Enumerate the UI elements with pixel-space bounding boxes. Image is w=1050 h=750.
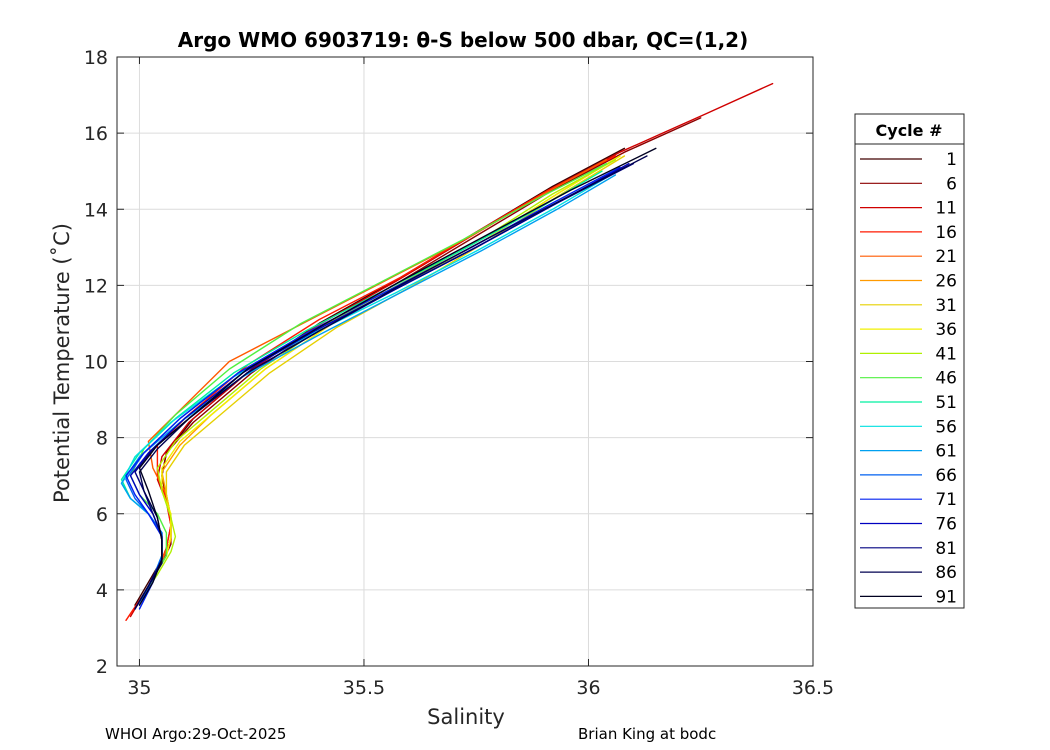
series-line-cycle-21 — [138, 159, 608, 602]
legend-label-51: 51 — [935, 393, 957, 413]
y-tick-label: 4 — [96, 580, 108, 602]
x-tick-label: 35.5 — [343, 677, 385, 699]
y-tick-label: 14 — [84, 199, 108, 221]
y-tick-label: 16 — [84, 123, 108, 145]
legend-label-81: 81 — [935, 539, 957, 559]
x-axis-label: Salinity — [427, 705, 505, 729]
legend-label-71: 71 — [935, 490, 957, 510]
y-tick-label: 18 — [84, 47, 108, 69]
y-tick-label: 12 — [84, 275, 108, 297]
legend-label-31: 31 — [935, 296, 957, 316]
legend-label-26: 26 — [935, 272, 957, 292]
y-tick-label: 8 — [96, 428, 108, 450]
y-tick-label: 6 — [96, 504, 108, 526]
legend-label-41: 41 — [935, 344, 957, 364]
grid-layer — [117, 57, 814, 666]
legend-label-56: 56 — [935, 417, 957, 437]
series-line-cycle-91 — [138, 147, 657, 606]
legend-label-61: 61 — [935, 442, 957, 462]
chart-title: Argo WMO 6903719: θ-S below 500 dbar, QC… — [178, 28, 748, 52]
y-tick-label: 2 — [96, 656, 108, 678]
footer-left-credit: WHOI Argo:29-Oct-2025 — [105, 725, 287, 743]
ticks-layer: 35 35.5 36 36.5 2 4 6 8 10 12 14 16 18 — [84, 47, 834, 699]
x-tick-label: 36 — [576, 677, 600, 699]
legend-label-66: 66 — [935, 466, 957, 486]
legend-label-76: 76 — [935, 515, 957, 535]
x-tick-label: 36.5 — [792, 677, 834, 699]
y-tick-label: 10 — [84, 352, 108, 374]
legend-label-6: 6 — [946, 174, 957, 194]
legend-label-11: 11 — [935, 199, 957, 219]
legend-label-16: 16 — [935, 223, 957, 243]
series-layer — [120, 82, 774, 621]
legend-label-21: 21 — [935, 247, 957, 267]
y-axis-label: Potential Temperature (˚C) — [50, 223, 74, 503]
legend-label-91: 91 — [935, 587, 957, 607]
legend-label-1: 1 — [946, 150, 957, 170]
legend-label-36: 36 — [935, 320, 957, 340]
legend-label-86: 86 — [935, 563, 957, 583]
legend-title: Cycle # — [876, 121, 943, 140]
legend: Cycle # 16111621263136414651566166717681… — [854, 113, 965, 609]
footer-right-credit: Brian King at bodc — [578, 725, 717, 743]
legend-box — [854, 113, 965, 609]
legend-label-46: 46 — [935, 369, 957, 389]
x-tick-label: 35 — [127, 677, 151, 699]
